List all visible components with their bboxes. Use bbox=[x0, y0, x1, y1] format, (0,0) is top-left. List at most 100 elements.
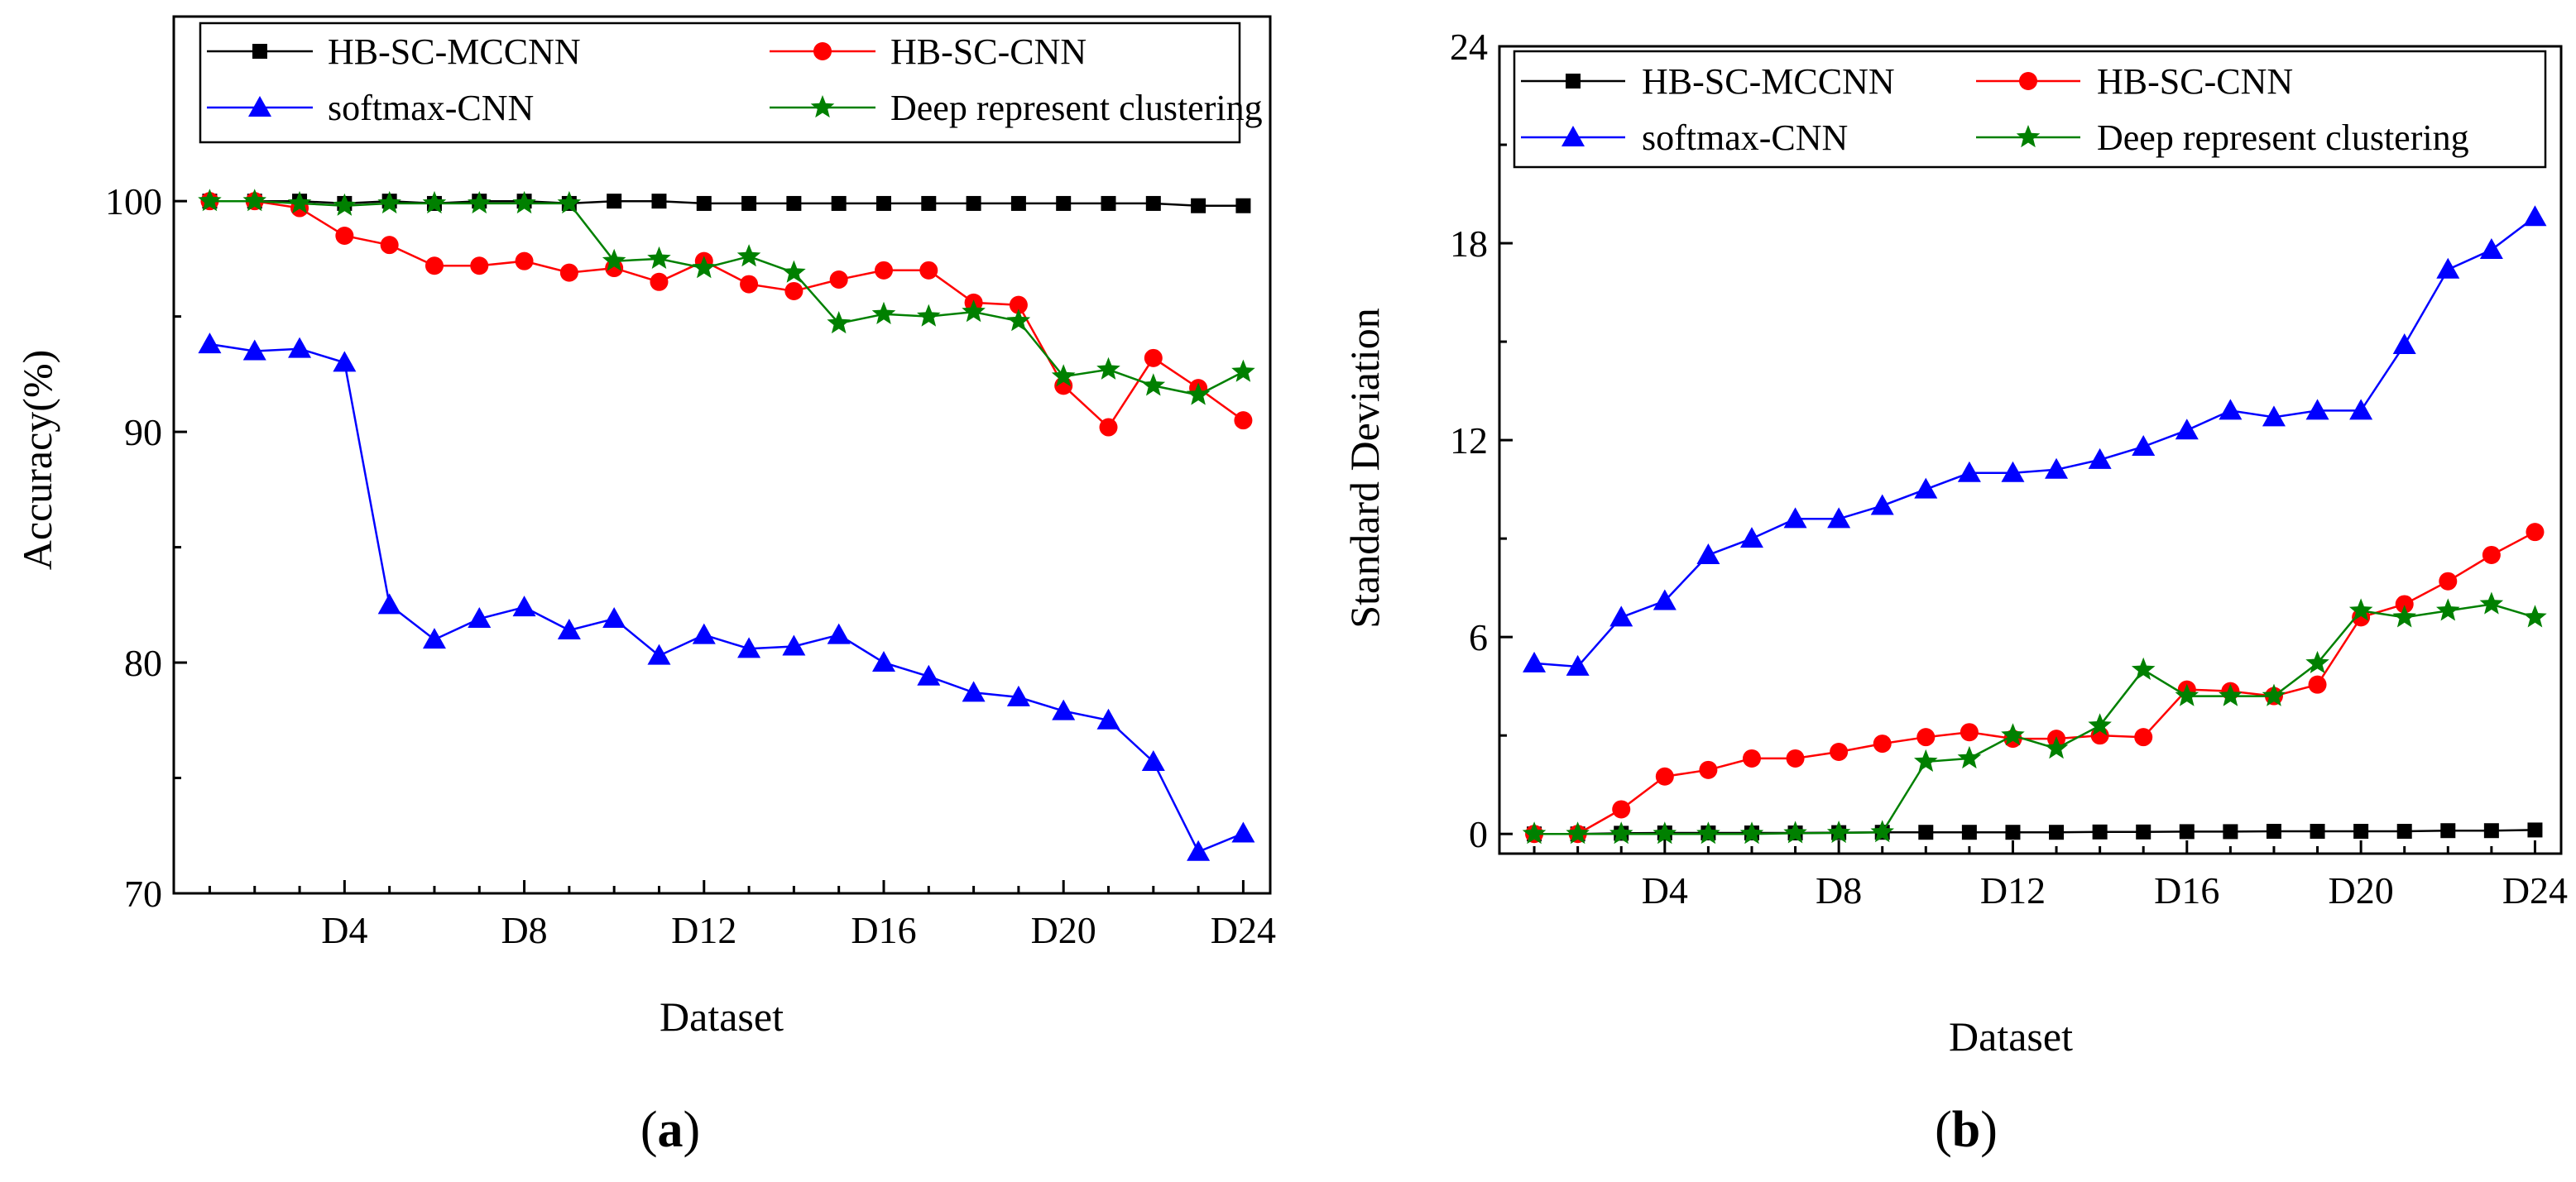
data-point-deep-represent-clustering-b bbox=[1826, 821, 1851, 844]
data-point-deep-represent-clustering-a bbox=[962, 299, 986, 323]
data-point-hb-sc-cnn-b bbox=[1916, 728, 1936, 747]
legend-label-deep-represent-clustering-a: Deep represent clustering bbox=[890, 88, 1263, 128]
legend-label-softmax-cnn-a: softmax-CNN bbox=[328, 88, 534, 128]
data-point-deep-represent-clustering-a bbox=[468, 190, 492, 214]
data-point-softmax-cnn-a bbox=[692, 623, 716, 644]
legend-b: HB-SC-MCCNN HB-SC-CNN softmax-CNN Deep repr… bbox=[1513, 50, 2547, 169]
data-point-softmax-cnn-a bbox=[512, 596, 536, 617]
data-point-softmax-cnn-a bbox=[557, 619, 581, 639]
data-point-softmax-cnn-b bbox=[2349, 399, 2373, 420]
y-axis-title-a: Accuracy(%) bbox=[14, 350, 60, 570]
data-point-softmax-cnn-b bbox=[2219, 399, 2243, 420]
axes-frame-a: 70 80 90 100 D4 D8 D12 D16 D20 D24 bbox=[105, 15, 1276, 951]
data-point-softmax-cnn-b bbox=[2392, 333, 2416, 355]
data-point-softmax-cnn-a bbox=[422, 628, 446, 649]
data-point-hb-sc-mccnn-b bbox=[2136, 824, 2151, 840]
data-point-deep-represent-clustering-a bbox=[1096, 357, 1120, 380]
data-point-softmax-cnn-a bbox=[647, 644, 671, 665]
data-point-hb-sc-cnn-a bbox=[470, 256, 489, 275]
data-point-hb-sc-mccnn-a bbox=[966, 195, 981, 211]
data-point-softmax-cnn-a bbox=[333, 351, 357, 372]
data-point-softmax-cnn-a bbox=[1187, 840, 1211, 861]
data-point-hb-sc-mccnn-a bbox=[607, 194, 622, 209]
data-point-softmax-cnn-a bbox=[917, 664, 941, 686]
data-point-deep-represent-clustering-b bbox=[1609, 821, 1633, 845]
data-point-deep-represent-clustering-a bbox=[512, 190, 536, 214]
legend-label-hb-sc-mccnn-a: HB-SC-MCCNN bbox=[328, 31, 581, 72]
data-point-softmax-cnn-b bbox=[2175, 419, 2199, 440]
data-point-deep-represent-clustering-a bbox=[692, 256, 716, 279]
data-point-softmax-cnn-b bbox=[1523, 651, 1547, 672]
data-point-hb-sc-mccnn-a bbox=[921, 195, 937, 211]
data-point-deep-represent-clustering-b bbox=[2436, 598, 2460, 621]
data-point-deep-represent-clustering-b bbox=[2348, 598, 2373, 621]
y-tick-label-a: 90 bbox=[124, 411, 162, 453]
data-point-hb-sc-cnn-a bbox=[1144, 348, 1163, 367]
data-point-deep-represent-clustering-b bbox=[1870, 820, 1894, 843]
legend-box-b bbox=[1513, 50, 2547, 169]
data-point-deep-represent-clustering-b bbox=[2262, 683, 2286, 706]
y-tick-label-b: 0 bbox=[1469, 813, 1488, 855]
legend-marker-hb-sc-cnn-a bbox=[813, 42, 832, 60]
data-point-softmax-cnn-b bbox=[1827, 507, 1851, 529]
data-point-deep-represent-clustering-a bbox=[287, 190, 312, 214]
data-point-hb-sc-cnn-b bbox=[1830, 743, 1849, 762]
data-point-hb-sc-mccnn-a bbox=[1235, 198, 1251, 213]
x-tick-label-b: D20 bbox=[2329, 869, 2394, 912]
series-line-softmax-cnn-b bbox=[1534, 216, 2536, 668]
data-point-hb-sc-cnn-b bbox=[2482, 545, 2501, 564]
y-tick-label-a: 100 bbox=[105, 180, 162, 223]
data-point-softmax-cnn-a bbox=[962, 681, 986, 702]
series-line-hb-sc-cnn-a bbox=[209, 199, 1245, 429]
legend-marker-deep-represent-clustering-a bbox=[810, 95, 835, 118]
data-point-softmax-cnn-a bbox=[827, 623, 851, 644]
data-point-softmax-cnn-b bbox=[1739, 527, 1763, 548]
data-point-hb-sc-cnn-a bbox=[874, 261, 893, 280]
data-point-hb-sc-cnn-a bbox=[425, 256, 444, 275]
data-point-softmax-cnn-b bbox=[1783, 507, 1807, 529]
panel-label-b: (b) bbox=[1935, 1102, 1998, 1158]
data-point-softmax-cnn-b bbox=[2479, 237, 2503, 259]
data-point-softmax-cnn-a bbox=[1006, 685, 1030, 706]
data-point-deep-represent-clustering-b bbox=[2523, 605, 2547, 628]
data-point-deep-represent-clustering-b bbox=[2392, 605, 2416, 628]
x-axis-title-a: Dataset bbox=[660, 993, 784, 1040]
data-point-hb-sc-mccnn-a bbox=[651, 194, 667, 209]
data-point-hb-sc-cnn-b bbox=[1655, 767, 1674, 786]
data-point-hb-sc-mccnn-b bbox=[2483, 823, 2499, 839]
data-point-softmax-cnn-a bbox=[1231, 821, 1255, 843]
data-point-hb-sc-cnn-b bbox=[2395, 595, 2414, 614]
data-point-softmax-cnn-a bbox=[377, 593, 401, 615]
x-tick-label-b: D24 bbox=[2502, 869, 2568, 912]
x-tick-label-a: D20 bbox=[1031, 909, 1096, 951]
y-axis-title-b: Standard Deviation bbox=[1341, 308, 1388, 628]
data-point-hb-sc-cnn-a bbox=[1234, 411, 1253, 430]
data-point-deep-represent-clustering-b bbox=[1653, 821, 1677, 845]
data-point-softmax-cnn-a bbox=[288, 337, 312, 358]
axes-frame-b: 0 6 12 18 24 D4 D8 D12 D16 D20 D24 bbox=[1450, 26, 2568, 912]
data-point-hb-sc-cnn-b bbox=[1873, 735, 1892, 754]
data-point-hb-sc-mccnn-a bbox=[786, 195, 802, 211]
data-point-softmax-cnn-a bbox=[737, 637, 761, 658]
legend-marker-deep-represent-clustering-b bbox=[2016, 125, 2041, 148]
data-point-hb-sc-cnn-b bbox=[2439, 572, 2458, 591]
data-point-softmax-cnn-b bbox=[2262, 405, 2286, 427]
legend-marker-hb-sc-mccnn-a bbox=[252, 44, 267, 59]
data-point-deep-represent-clustering-b bbox=[1696, 821, 1720, 845]
x-tick-label-b: D4 bbox=[1642, 869, 1688, 912]
data-point-hb-sc-mccnn-a bbox=[1056, 195, 1072, 211]
data-point-hb-sc-cnn-a bbox=[829, 270, 848, 289]
legend-label-deep-represent-clustering-b: Deep represent clustering bbox=[2097, 117, 2469, 158]
data-point-deep-represent-clustering-b bbox=[2088, 713, 2112, 736]
data-point-deep-represent-clustering-a bbox=[647, 246, 671, 269]
data-point-deep-represent-clustering-b bbox=[2131, 657, 2156, 680]
data-point-softmax-cnn-b bbox=[1870, 494, 1894, 515]
data-point-hb-sc-cnn-b bbox=[1612, 800, 1631, 819]
data-point-hb-sc-mccnn-a bbox=[1145, 195, 1161, 211]
legend-marker-hb-sc-mccnn-b bbox=[1566, 74, 1581, 89]
data-point-deep-represent-clustering-a bbox=[557, 190, 582, 214]
legend-marker-hb-sc-cnn-b bbox=[2019, 72, 2037, 90]
data-point-softmax-cnn-b bbox=[2436, 257, 2460, 279]
legend-marker-softmax-cnn-b bbox=[1561, 126, 1585, 146]
data-point-hb-sc-cnn-a bbox=[919, 261, 938, 280]
